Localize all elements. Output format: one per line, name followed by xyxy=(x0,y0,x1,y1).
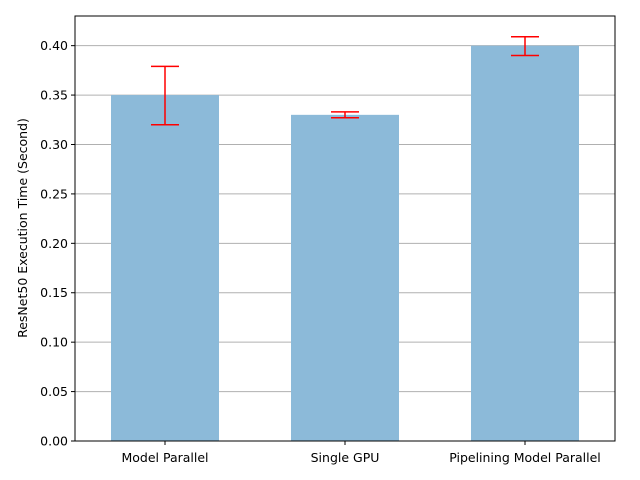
x-tick-label: Model Parallel xyxy=(121,450,208,465)
y-tick-label: 0.35 xyxy=(40,88,68,103)
error-bars xyxy=(151,36,539,126)
y-tick-label: 0.15 xyxy=(40,285,68,300)
x-ticks: Model Parallel Single GPU Pipelining Model… xyxy=(121,441,601,465)
bar xyxy=(291,114,399,441)
y-tick-label: 0.25 xyxy=(40,186,68,201)
x-tick-label: Pipelining Model Parallel xyxy=(449,450,601,465)
y-ticks: 0.00 0.05 0.10 0.15 0.20 0.25 0.30 0.35 0.40 xyxy=(40,38,75,449)
bar xyxy=(111,95,219,442)
bar xyxy=(471,45,579,442)
x-tick-label: Single GPU xyxy=(311,450,380,465)
bars xyxy=(111,45,579,442)
y-axis-label: ResNet50 Execution Time (Second) xyxy=(15,118,30,338)
y-tick-label: 0.30 xyxy=(40,137,68,152)
y-tick-label: 0.05 xyxy=(40,384,68,399)
y-tick-label: 0.40 xyxy=(40,38,68,53)
y-tick-label: 0.00 xyxy=(40,434,68,449)
y-tick-label: 0.10 xyxy=(40,335,68,350)
y-tick-label: 0.20 xyxy=(40,236,68,251)
